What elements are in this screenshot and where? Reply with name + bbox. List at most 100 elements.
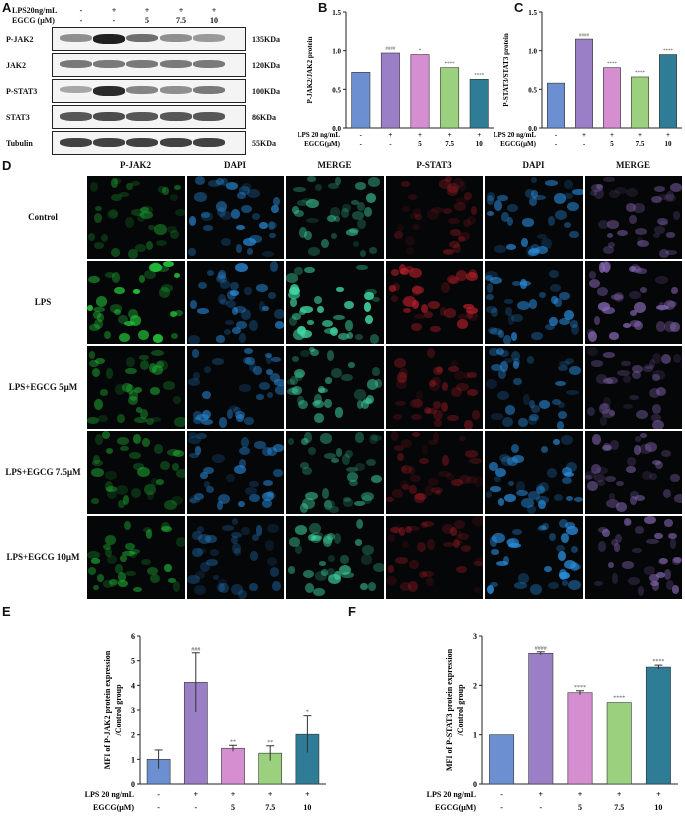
cell-nucleus [454, 530, 462, 539]
panel-letter-d: D [2, 158, 12, 173]
cell-nucleus [296, 200, 308, 206]
cell-nucleus [286, 378, 296, 385]
cell-nucleus [331, 458, 340, 464]
cell-nucleus [123, 320, 136, 327]
cell-nucleus [596, 184, 604, 190]
cell-nucleus [452, 243, 462, 253]
cell-nucleus [92, 306, 105, 313]
panel-letter-a: A [2, 0, 12, 15]
cell-nucleus [410, 323, 422, 331]
column-title: DAPI [224, 160, 246, 170]
cell-nucleus [449, 526, 458, 537]
cell-nucleus [658, 302, 665, 312]
cell-nucleus [433, 367, 443, 376]
significance-label: **** [663, 49, 674, 54]
cell-nucleus [536, 246, 549, 254]
bar [606, 702, 632, 785]
cell-nucleus [328, 555, 336, 563]
y-tick-label: 2 [131, 731, 135, 740]
significance-label: **** [445, 62, 456, 67]
cell-nucleus [399, 367, 408, 378]
cell-nucleus [409, 560, 419, 570]
cell-nucleus [94, 206, 102, 212]
blot-header-label: EGCG (μM) [12, 16, 55, 25]
cell-nucleus [554, 493, 564, 501]
cell-nucleus [129, 548, 140, 555]
cell-nucleus [188, 431, 198, 438]
cell-nucleus [217, 272, 227, 282]
cell-nucleus [271, 580, 281, 592]
cell-nucleus [193, 417, 202, 425]
cell-nucleus [398, 527, 406, 537]
cell-nucleus [570, 324, 579, 336]
cell-nucleus [400, 582, 411, 591]
cell-nucleus [122, 550, 136, 557]
cell-nucleus [385, 575, 398, 586]
cell-nucleus [655, 321, 666, 333]
cell-nucleus [671, 286, 679, 295]
cell-nucleus [92, 311, 101, 320]
cell-nucleus [549, 269, 560, 278]
cell-nucleus [600, 404, 609, 410]
microscopy-image [384, 175, 484, 260]
cell-nucleus [394, 230, 404, 240]
significance-label: #### [535, 646, 547, 652]
cell-nucleus [231, 543, 241, 554]
y-tick-label: 4 [131, 681, 135, 690]
cell-nucleus [235, 262, 248, 273]
cell-nucleus [128, 550, 138, 558]
cell-nucleus [452, 538, 460, 549]
cell-nucleus [300, 330, 312, 338]
cell-nucleus [249, 582, 259, 592]
cell-nucleus [489, 581, 499, 588]
cell-nucleus [486, 283, 493, 293]
cell-nucleus [173, 272, 181, 279]
cell-nucleus [126, 182, 133, 190]
cell-nucleus [91, 468, 105, 477]
cell-nucleus [613, 543, 621, 552]
cell-nucleus [410, 212, 418, 219]
cell-nucleus [324, 376, 333, 385]
cell-nucleus [453, 177, 464, 189]
cell-nucleus [104, 272, 115, 279]
cell-nucleus [167, 225, 178, 234]
cell-nucleus [128, 248, 138, 259]
cell-nucleus [187, 575, 200, 584]
cell-nucleus [672, 557, 681, 565]
cell-nucleus [573, 496, 583, 502]
cell-nucleus [357, 519, 364, 529]
cell-nucleus [526, 245, 536, 257]
cell-nucleus [241, 526, 250, 536]
cell-nucleus [293, 186, 306, 193]
cell-nucleus [497, 390, 510, 401]
cell-nucleus [538, 499, 546, 510]
cell-nucleus [622, 403, 633, 409]
x-row-value: - [389, 140, 392, 148]
cell-nucleus [413, 208, 421, 217]
cell-nucleus [602, 529, 610, 537]
cell-nucleus [168, 577, 177, 584]
cell-nucleus [427, 539, 435, 551]
blot-band [93, 34, 125, 44]
cell-nucleus [327, 214, 337, 222]
cell-nucleus [501, 456, 513, 466]
cell-nucleus [564, 357, 575, 364]
cell-nucleus [564, 179, 573, 189]
column-title: MERGE [615, 160, 650, 170]
cell-nucleus [324, 452, 337, 459]
x-row-value: + [231, 790, 236, 799]
cell-nucleus [163, 564, 172, 573]
cell-nucleus [333, 215, 341, 223]
cell-nucleus [438, 179, 451, 189]
x-row-value: 10 [665, 140, 673, 148]
immunofluorescence-panel: P-JAK2 DAPI MERGE P-STAT3 DAPI MERGE Control LP… [0, 158, 685, 603]
cell-nucleus [198, 534, 212, 545]
cell-nucleus [661, 449, 672, 457]
cell-nucleus [396, 372, 408, 383]
cell-nucleus [592, 434, 601, 445]
cell-nucleus [430, 325, 441, 333]
cell-nucleus [569, 231, 579, 239]
blot-header-value: + [111, 6, 117, 15]
cell-nucleus [357, 201, 365, 211]
cell-nucleus [352, 241, 360, 247]
